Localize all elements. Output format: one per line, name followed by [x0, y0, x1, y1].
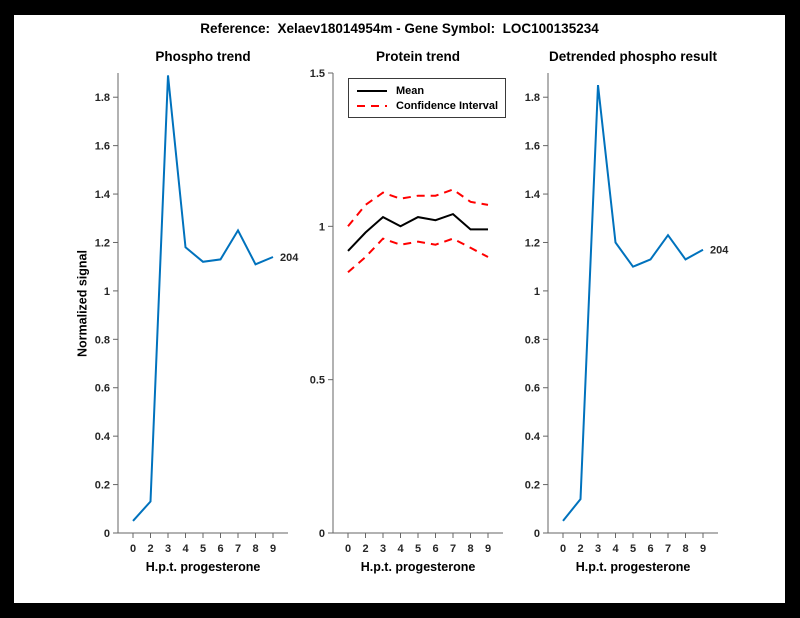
x-tick-label: 0	[345, 543, 351, 555]
y-tick-label: 1.8	[95, 92, 110, 104]
x-tick-label: 7	[235, 543, 241, 555]
subplot2-title: Protein trend	[375, 49, 460, 64]
x-tick-label: 3	[165, 543, 171, 555]
x-tick-label: 3	[595, 543, 601, 555]
x-tick-label: 9	[270, 543, 276, 555]
x-tick-label: 4	[397, 543, 404, 555]
y-tick-label: 1.6	[525, 141, 540, 153]
subplot1-title: Phospho trend	[155, 49, 251, 64]
x-tick-label: 8	[682, 543, 688, 555]
figure-canvas: Reference: Xelaev18014954m - Gene Symbol…	[14, 15, 785, 603]
x-tick-label: 7	[665, 543, 671, 555]
y-tick-label: 0.5	[310, 375, 325, 387]
x-tick-label: 9	[700, 543, 706, 555]
y-tick-label: 1	[319, 221, 325, 233]
x-tick-label: 5	[630, 543, 636, 555]
y-tick-label: 0	[319, 528, 325, 540]
protein-trend-plot: 00.511.50 2 3 4 5 6 7 8 9	[310, 68, 503, 555]
legend-label-confidence-interval: Confidence Interval	[396, 99, 499, 112]
legend-row-confidence-interval: Confidence Interval	[357, 98, 499, 113]
y-axis-label: Normalized signal	[75, 250, 90, 357]
y-tick-label: 0.2	[525, 480, 540, 492]
y-tick-label: 1.2	[95, 237, 110, 249]
x-tick-label: 2	[147, 543, 153, 555]
subplot3-title: Detrended phospho result	[548, 49, 717, 64]
x-tick-label: 6	[647, 543, 653, 555]
series-end-label: 204	[280, 252, 299, 264]
x-tick-label: 9	[485, 543, 491, 555]
y-tick-label: 1.4	[95, 189, 111, 201]
series-end-label: 204	[710, 245, 729, 257]
y-tick-label: 1.4	[525, 189, 541, 201]
y-tick-label: 1.5	[310, 68, 325, 80]
legend: Mean Confidence Interval	[348, 78, 506, 118]
phospho-signal-line	[132, 75, 274, 522]
x-tick-label: 0	[130, 543, 136, 555]
confidence-lower-line	[347, 237, 489, 274]
confidence-upper-line	[347, 188, 489, 227]
y-tick-label: 1	[104, 286, 110, 298]
x-tick-label: 4	[612, 543, 619, 555]
y-tick-label: 0.6	[95, 383, 110, 395]
y-tick-label: 0.2	[95, 480, 110, 492]
legend-row-mean: Mean	[357, 83, 499, 98]
x-tick-label: 0	[560, 543, 566, 555]
y-tick-label: 0	[104, 528, 110, 540]
x-tick-label: 8	[252, 543, 258, 555]
x-tick-label: 7	[450, 543, 456, 555]
y-tick-label: 0.4	[525, 431, 541, 443]
subplot1-xaxis-label: H.p.t. progesterone	[145, 560, 261, 574]
x-tick-label: 8	[467, 543, 473, 555]
y-tick-label: 1.8	[525, 92, 540, 104]
x-tick-label: 2	[577, 543, 583, 555]
y-tick-label: 1.2	[525, 237, 540, 249]
x-tick-label: 5	[200, 543, 206, 555]
legend-label-mean: Mean	[396, 84, 425, 97]
y-tick-label: 0	[534, 528, 540, 540]
x-tick-label: 2	[362, 543, 368, 555]
x-tick-label: 3	[380, 543, 386, 555]
y-tick-label: 0.8	[525, 334, 540, 346]
x-tick-label: 6	[432, 543, 438, 555]
subplot3-xaxis-label: H.p.t. progesterone	[575, 560, 691, 574]
y-tick-label: 0.4	[95, 431, 111, 443]
x-tick-label: 6	[217, 543, 223, 555]
y-tick-label: 1.6	[95, 141, 110, 153]
confidence-interval-line-swatch	[357, 104, 387, 107]
subplot2-xaxis-label: H.p.t. progesterone	[360, 560, 476, 574]
figure-title: Reference: Xelaev18014954m - Gene Symbol…	[200, 21, 599, 36]
y-tick-label: 0.6	[525, 383, 540, 395]
mean-line	[347, 212, 488, 252]
x-tick-label: 4	[182, 543, 189, 555]
y-tick-label: 1	[534, 286, 540, 298]
detrended-phospho-signal-line	[562, 84, 704, 522]
x-tick-label: 5	[415, 543, 421, 555]
mean-line-swatch	[357, 89, 387, 92]
y-tick-label: 0.8	[95, 334, 110, 346]
